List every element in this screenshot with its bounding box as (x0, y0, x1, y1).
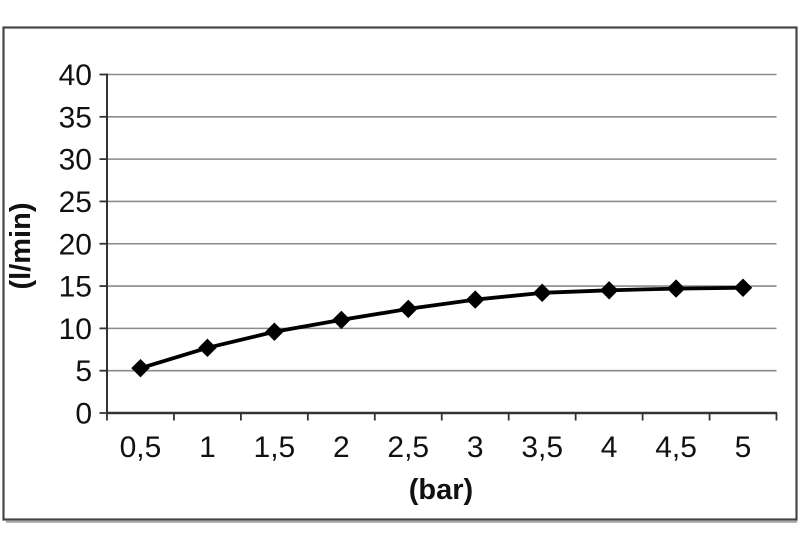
x-tick-label: 4 (601, 431, 618, 464)
frame-background (3, 27, 797, 520)
data-point-marker (265, 322, 284, 341)
data-point-marker (532, 283, 552, 303)
y-axis-title: (l/min) (5, 203, 37, 290)
chart-frame-border (2, 26, 798, 521)
data-point-marker (599, 281, 619, 300)
data-point-marker (332, 310, 351, 330)
x-tick-label: 3,5 (521, 431, 563, 464)
x-tick-label: 1 (199, 431, 216, 464)
x-tick-label: 3 (467, 431, 484, 464)
x-tick-label: 5 (735, 431, 752, 464)
data-point-marker (131, 358, 150, 378)
y-tick-label: 20 (59, 228, 92, 261)
y-tick-label: 35 (59, 101, 92, 134)
x-tick-label: 2 (333, 431, 350, 464)
y-tick-label: 5 (75, 355, 92, 388)
data-point-marker (666, 279, 686, 298)
y-tick-label: 10 (59, 313, 92, 346)
x-tick-label: 1,5 (254, 431, 296, 464)
series-layer (131, 278, 753, 378)
data-point-marker (198, 338, 217, 358)
y-tick-label: 0 (75, 398, 92, 431)
data-point-marker (466, 290, 485, 309)
x-tick-label: 0,5 (120, 431, 162, 464)
x-tick-label: 2,5 (387, 431, 429, 464)
series-line (138, 285, 745, 371)
y-tick-label: 25 (59, 186, 92, 219)
y-tick-label: 40 (59, 59, 92, 92)
x-tick-label: 4,5 (655, 431, 697, 464)
data-point-marker (733, 278, 753, 297)
axis-ticks-layer (99, 73, 778, 421)
tick-labels-layer: 0 5 10 15 20 25 30 35 40 0,5 1 1,5 2 2,5 3 3,5 4 4,5 5 (59, 59, 752, 464)
y-tick-label: 15 (59, 271, 92, 304)
gridlines-layer (107, 73, 777, 372)
x-axis-title: (bar) (409, 474, 473, 506)
data-point-marker (399, 299, 418, 319)
y-tick-label: 30 (59, 144, 92, 177)
